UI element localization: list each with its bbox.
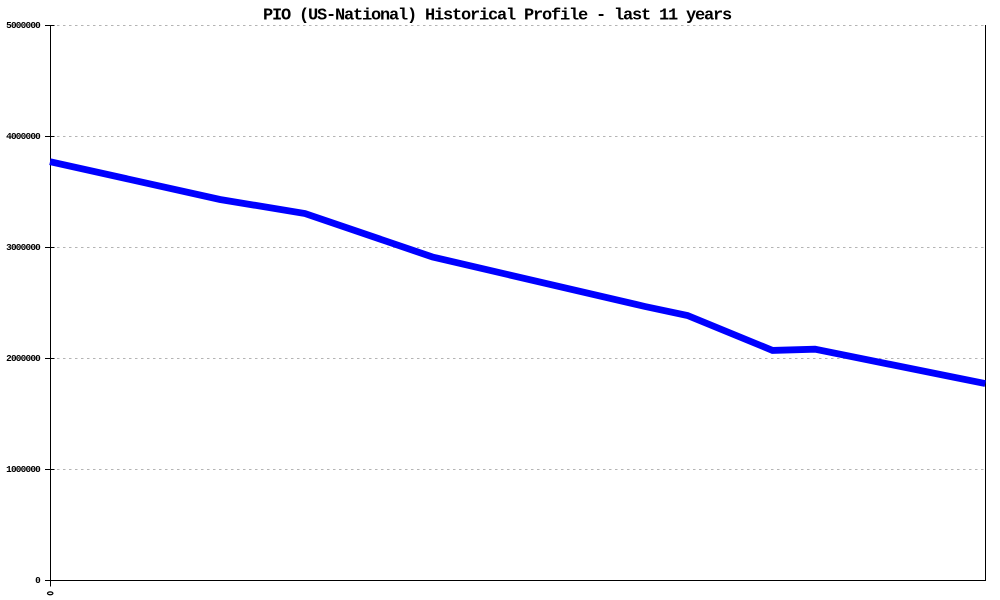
- svg-text:PIO (US-National) Historical P: PIO (US-National) Historical Profile - l…: [263, 7, 732, 26]
- svg-text:4000000: 4000000: [6, 131, 41, 142]
- svg-text:3000000: 3000000: [6, 242, 41, 253]
- svg-text:0: 0: [35, 575, 41, 586]
- svg-text:1000000: 1000000: [6, 464, 41, 475]
- svg-text:5000000: 5000000: [6, 20, 41, 31]
- svg-text:2000000: 2000000: [6, 353, 41, 364]
